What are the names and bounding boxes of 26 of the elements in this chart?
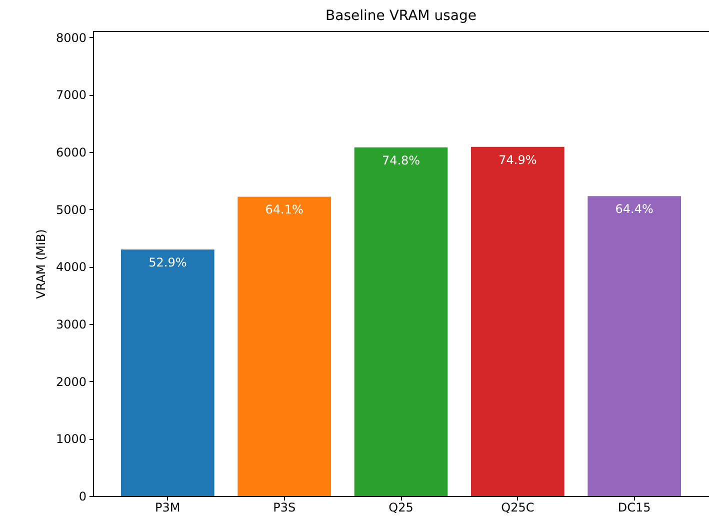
- y-tick-label: 4000: [56, 260, 86, 274]
- y-tick-label: 7000: [56, 88, 86, 102]
- bar: [121, 249, 214, 496]
- y-tick-label: 6000: [56, 145, 86, 160]
- y-axis-title: VRAM (MiB): [34, 229, 48, 299]
- y-tick-label: 8000: [56, 30, 86, 45]
- x-tick-label: Q25C: [501, 500, 534, 514]
- y-tick-label: 2000: [56, 374, 86, 389]
- y-tick-label: 5000: [56, 202, 86, 217]
- x-tick-label: Q25: [388, 500, 414, 514]
- chart-title: Baseline VRAM usage: [326, 8, 476, 24]
- x-tick-label: P3M: [155, 500, 180, 514]
- y-tick-label: 3000: [56, 317, 86, 332]
- annotation: 74.9%: [498, 152, 537, 167]
- bar: [588, 196, 681, 496]
- annotation: 64.1%: [265, 202, 304, 217]
- bar: [471, 146, 564, 496]
- bar: [238, 196, 331, 496]
- annotation: 74.8%: [382, 153, 420, 168]
- y-tick-label: 0: [78, 490, 86, 504]
- x-tick-label: DC15: [618, 500, 651, 514]
- bar: [354, 147, 448, 496]
- annotation: 64.4%: [615, 202, 654, 216]
- y-tick-label: 1000: [56, 432, 86, 446]
- annotation: 52.9%: [148, 255, 187, 270]
- x-tick-label: P3S: [273, 500, 296, 514]
